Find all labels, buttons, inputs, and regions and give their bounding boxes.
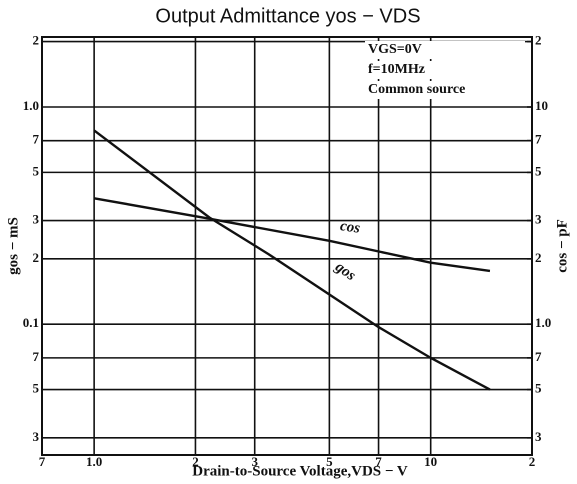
y-tick-label: 5: [33, 381, 40, 396]
y-tick-label: 2: [33, 33, 40, 48]
chart-title: Output Admittance yos − VDS: [155, 5, 420, 27]
x-tick-label: 3: [251, 454, 258, 469]
x-tick-label: 7: [39, 454, 46, 469]
y-tick-label: 1.0: [23, 98, 39, 113]
y2-tick-label: 5: [535, 381, 542, 396]
annotation-bg: [365, 61, 525, 79]
y2-tick-label: 2: [535, 250, 542, 265]
annotation: f=10MHz: [368, 62, 425, 77]
annotation: Common source: [368, 82, 465, 97]
y2-tick-label: 3: [535, 429, 542, 444]
annotation: VGS=0V: [368, 42, 422, 57]
y2-tick-label: 7: [535, 132, 542, 147]
y2-tick-label: 5: [535, 163, 542, 178]
x-tick-label: 1.0: [86, 454, 102, 469]
annotation-bg: [365, 81, 525, 99]
y-tick-label: 0.1: [23, 315, 39, 330]
series-line: [93, 129, 491, 391]
x-axis-label: Drain-to-Source Voltage,VDS − V: [192, 463, 408, 479]
x-tick-label: 2: [529, 454, 536, 469]
y2-tick-label: 10: [535, 98, 548, 113]
series-label: cos: [339, 218, 361, 237]
y-tick-label: 2: [33, 250, 40, 265]
series-line: [93, 197, 491, 273]
x-tick-label: 10: [424, 454, 437, 469]
y-tick-label: 7: [33, 132, 40, 147]
y2-tick-label: 1.0: [535, 315, 551, 330]
x-tick-label: 2: [192, 454, 199, 469]
y-axis-label: gos − mS: [5, 217, 21, 275]
series-label: gos: [331, 258, 358, 284]
x-tick-label: 5: [326, 454, 333, 469]
y-tick-label: 3: [33, 212, 40, 227]
y2-tick-label: 3: [535, 212, 542, 227]
y2-axis-label: cos − pF: [554, 219, 570, 273]
y2-tick-label: 7: [535, 349, 542, 364]
x-tick-label: 7: [375, 454, 382, 469]
annotation-bg: [365, 41, 525, 59]
y-tick-label: 3: [33, 429, 40, 444]
plot-frame: [41, 36, 533, 456]
y-tick-label: 5: [33, 163, 40, 178]
y2-tick-label: 2: [535, 33, 542, 48]
y-tick-label: 7: [33, 349, 40, 364]
